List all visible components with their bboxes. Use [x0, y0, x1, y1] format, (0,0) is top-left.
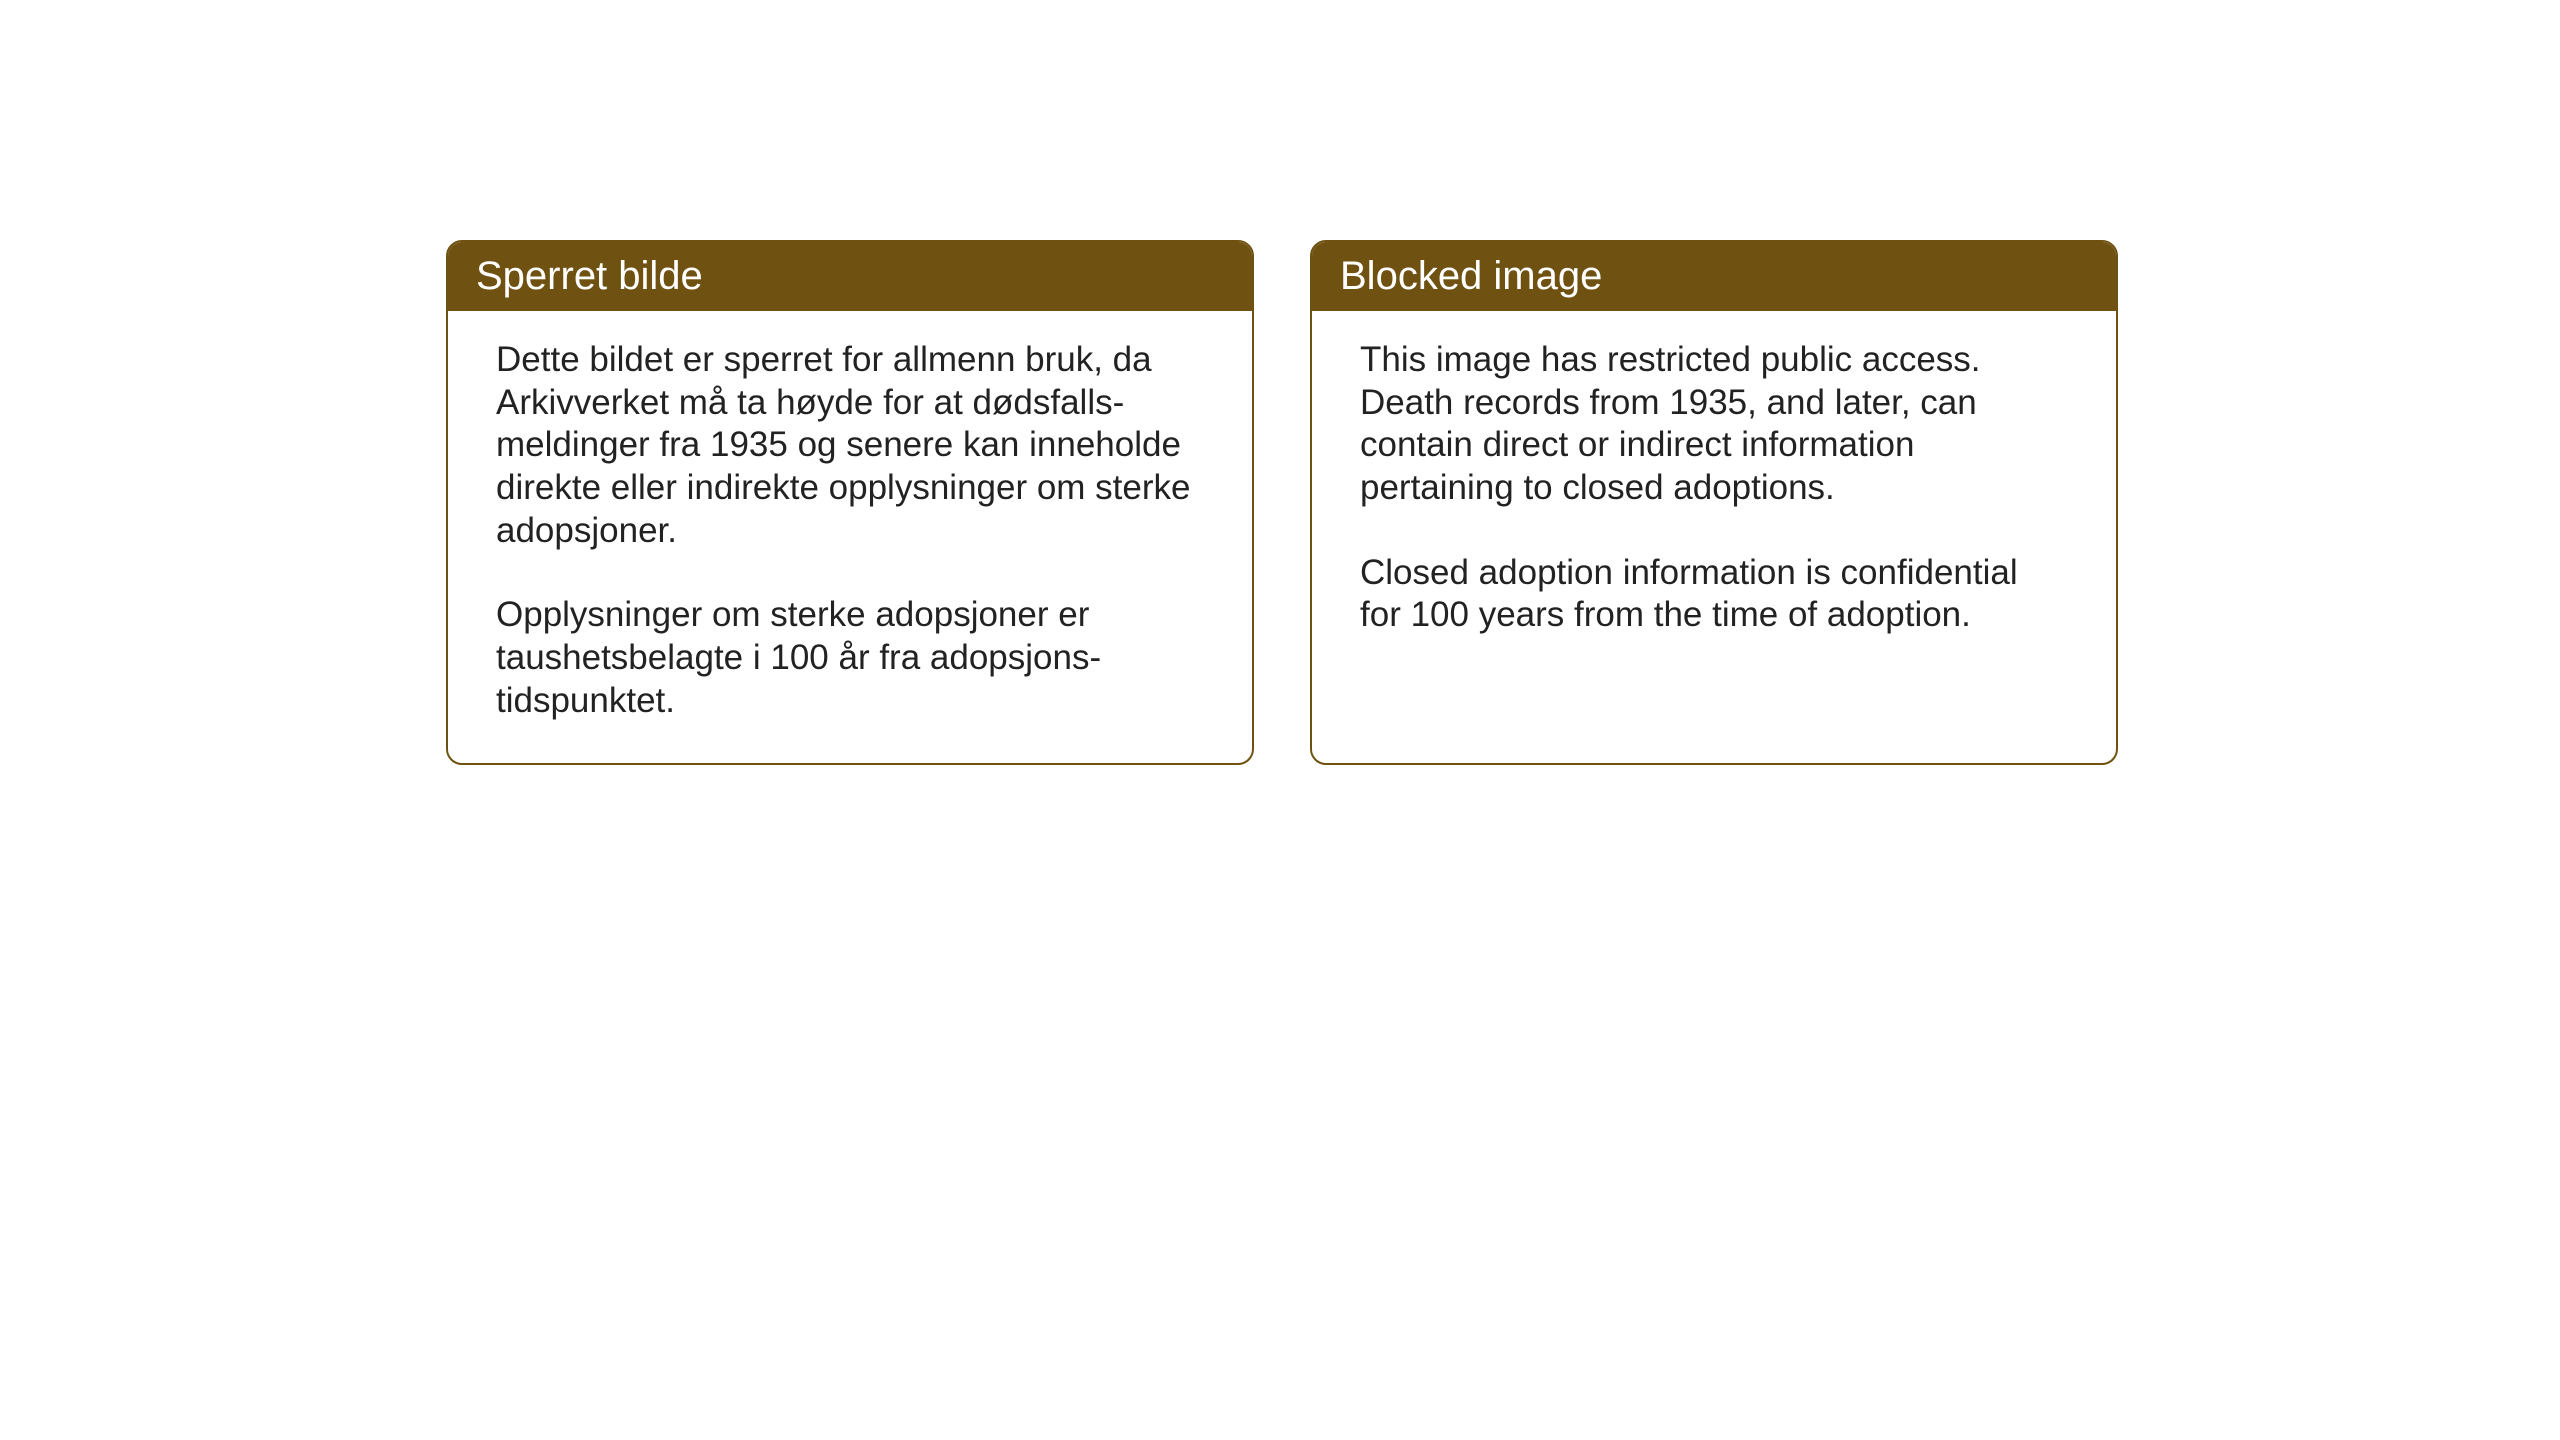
norwegian-card-title: Sperret bilde: [476, 254, 703, 298]
english-paragraph-1: This image has restricted public access.…: [1360, 339, 2068, 510]
norwegian-paragraph-2: Opplysninger om sterke adopsjoner er tau…: [496, 594, 1204, 722]
norwegian-card: Sperret bilde Dette bildet er sperret fo…: [446, 240, 1254, 765]
english-card-body: This image has restricted public access.…: [1312, 311, 2116, 741]
english-card: Blocked image This image has restricted …: [1310, 240, 2118, 765]
english-card-header: Blocked image: [1312, 242, 2116, 311]
english-card-title: Blocked image: [1340, 254, 1602, 298]
norwegian-paragraph-1: Dette bildet er sperret for allmenn bruk…: [496, 339, 1204, 552]
norwegian-card-header: Sperret bilde: [448, 242, 1252, 311]
norwegian-card-body: Dette bildet er sperret for allmenn bruk…: [448, 311, 1252, 763]
english-paragraph-2: Closed adoption information is confident…: [1360, 552, 2068, 637]
cards-container: Sperret bilde Dette bildet er sperret fo…: [446, 240, 2118, 765]
